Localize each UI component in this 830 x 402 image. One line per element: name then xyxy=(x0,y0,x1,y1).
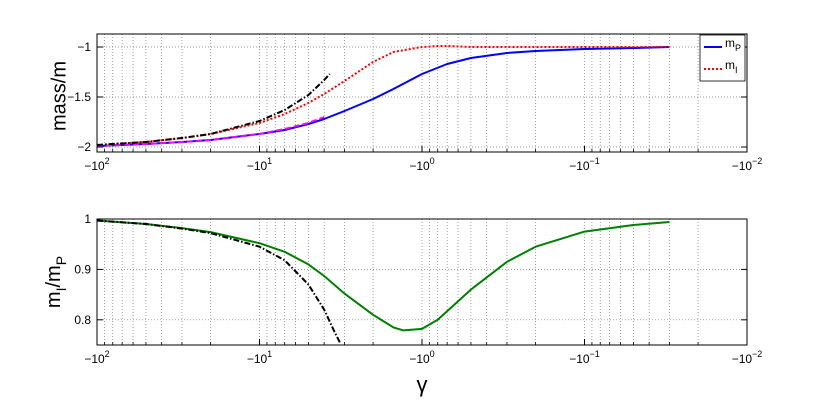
top-series xyxy=(96,45,670,147)
top-x-tick-label: −101 xyxy=(247,156,272,173)
top-ticks: −102 −101 −100 −10−1 −10−2 −2 −1.5 −1 xyxy=(67,40,762,173)
top-y-axis-label: mass/m xyxy=(48,61,70,131)
top-plot-area xyxy=(97,34,747,152)
legend-label-mp: mP xyxy=(725,36,741,53)
top-x-tick-label: −10−1 xyxy=(569,156,600,173)
bottom-x-tick-label: −10−1 xyxy=(569,349,600,366)
bottom-x-tick-label: −102 xyxy=(84,349,109,366)
top-series-line-3 xyxy=(96,73,331,146)
legend-label-mi: mI xyxy=(725,58,738,75)
bottom-y-tick-label: 1 xyxy=(84,212,91,226)
bottom-y-tick-label: 0.8 xyxy=(74,313,91,327)
top-y-tick-label: −2 xyxy=(77,140,91,154)
bottom-panel: −102 −101 −100 −10−1 −10−2 0.8 0.9 1 mI/mP γ xyxy=(43,212,762,397)
bottom-x-tick-label: −101 xyxy=(247,349,272,366)
x-axis-label: γ xyxy=(417,372,428,397)
bottom-series-line-1 xyxy=(96,219,341,343)
bottom-y-axis-label: mI/mP xyxy=(43,256,69,308)
top-panel: −102 −101 −100 −10−1 −10−2 −2 −1.5 −1 mass/m mP… xyxy=(48,33,762,173)
bottom-ticks: −102 −101 −100 −10−1 −10−2 0.8 0.9 1 xyxy=(74,212,762,366)
top-y-tick-label: −1 xyxy=(77,40,91,54)
legend: mP mI xyxy=(699,34,746,82)
legend-box xyxy=(699,34,746,82)
bottom-series xyxy=(96,219,670,343)
bottom-y-tick-label: 0.9 xyxy=(74,262,91,276)
bottom-x-tick-label: −10−2 xyxy=(732,349,763,366)
bottom-series-line-0 xyxy=(96,219,670,332)
bottom-x-tick-label: −100 xyxy=(409,349,434,366)
top-x-tick-label: −102 xyxy=(84,156,109,173)
top-series-line-2 xyxy=(96,116,325,147)
top-x-tick-label: −100 xyxy=(409,156,434,173)
top-y-tick-label: −1.5 xyxy=(67,90,91,104)
top-x-tick-label: −10−2 xyxy=(732,156,763,173)
